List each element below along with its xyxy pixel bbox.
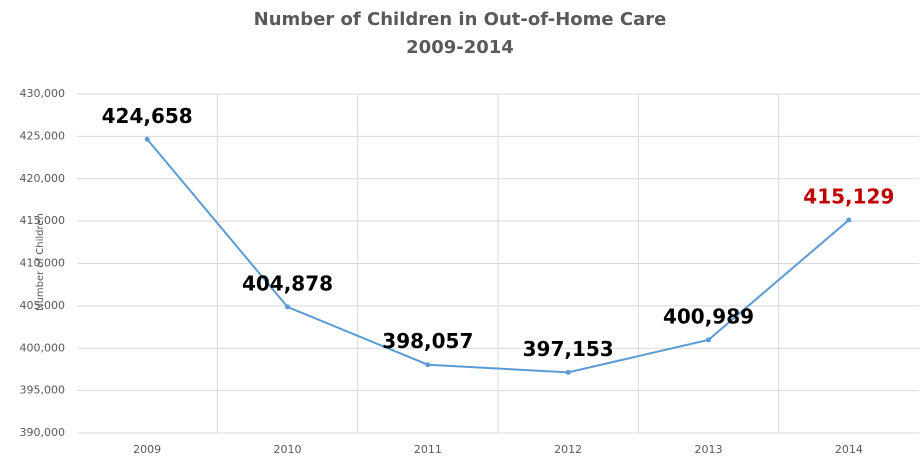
data-label: 424,658: [102, 104, 193, 128]
y-tick-label: 410,000: [20, 257, 66, 270]
data-label: 415,129: [803, 185, 894, 209]
y-tick-label: 390,000: [20, 426, 66, 439]
x-tick-label: 2011: [414, 443, 442, 456]
point: [706, 337, 711, 343]
data-label: 404,878: [242, 271, 333, 295]
y-tick-label: 400,000: [20, 341, 66, 354]
line: [146, 138, 850, 374]
x-tick-label: 2012: [554, 443, 582, 456]
point: [425, 362, 431, 368]
y-tick-label: 425,000: [20, 129, 66, 142]
x-tick-label: 2010: [274, 443, 302, 456]
y-tick-label: 395,000: [20, 384, 66, 397]
x-tick-label: 2014: [835, 443, 863, 456]
x-tick-label: 2013: [695, 443, 723, 456]
y-tick-label: 405,000: [20, 299, 66, 312]
data-label: 397,153: [523, 337, 614, 361]
y-axis-label: Number of Children: [35, 213, 46, 311]
point: [285, 304, 290, 310]
point: [565, 369, 571, 375]
chart-subtitle: 2009-2014: [406, 37, 514, 58]
y-tick-label: 415,000: [20, 214, 66, 227]
y-tick-label: 420,000: [20, 172, 66, 185]
y-tick-label: 430,000: [20, 87, 66, 100]
point: [846, 217, 852, 223]
point: [144, 136, 150, 142]
data-label: 398,057: [382, 329, 473, 353]
x-tick-label: 2009: [133, 443, 161, 456]
data-label: 400,989: [663, 304, 754, 328]
chart-title: Number of Children in Out-of-Home Care: [254, 9, 667, 30]
